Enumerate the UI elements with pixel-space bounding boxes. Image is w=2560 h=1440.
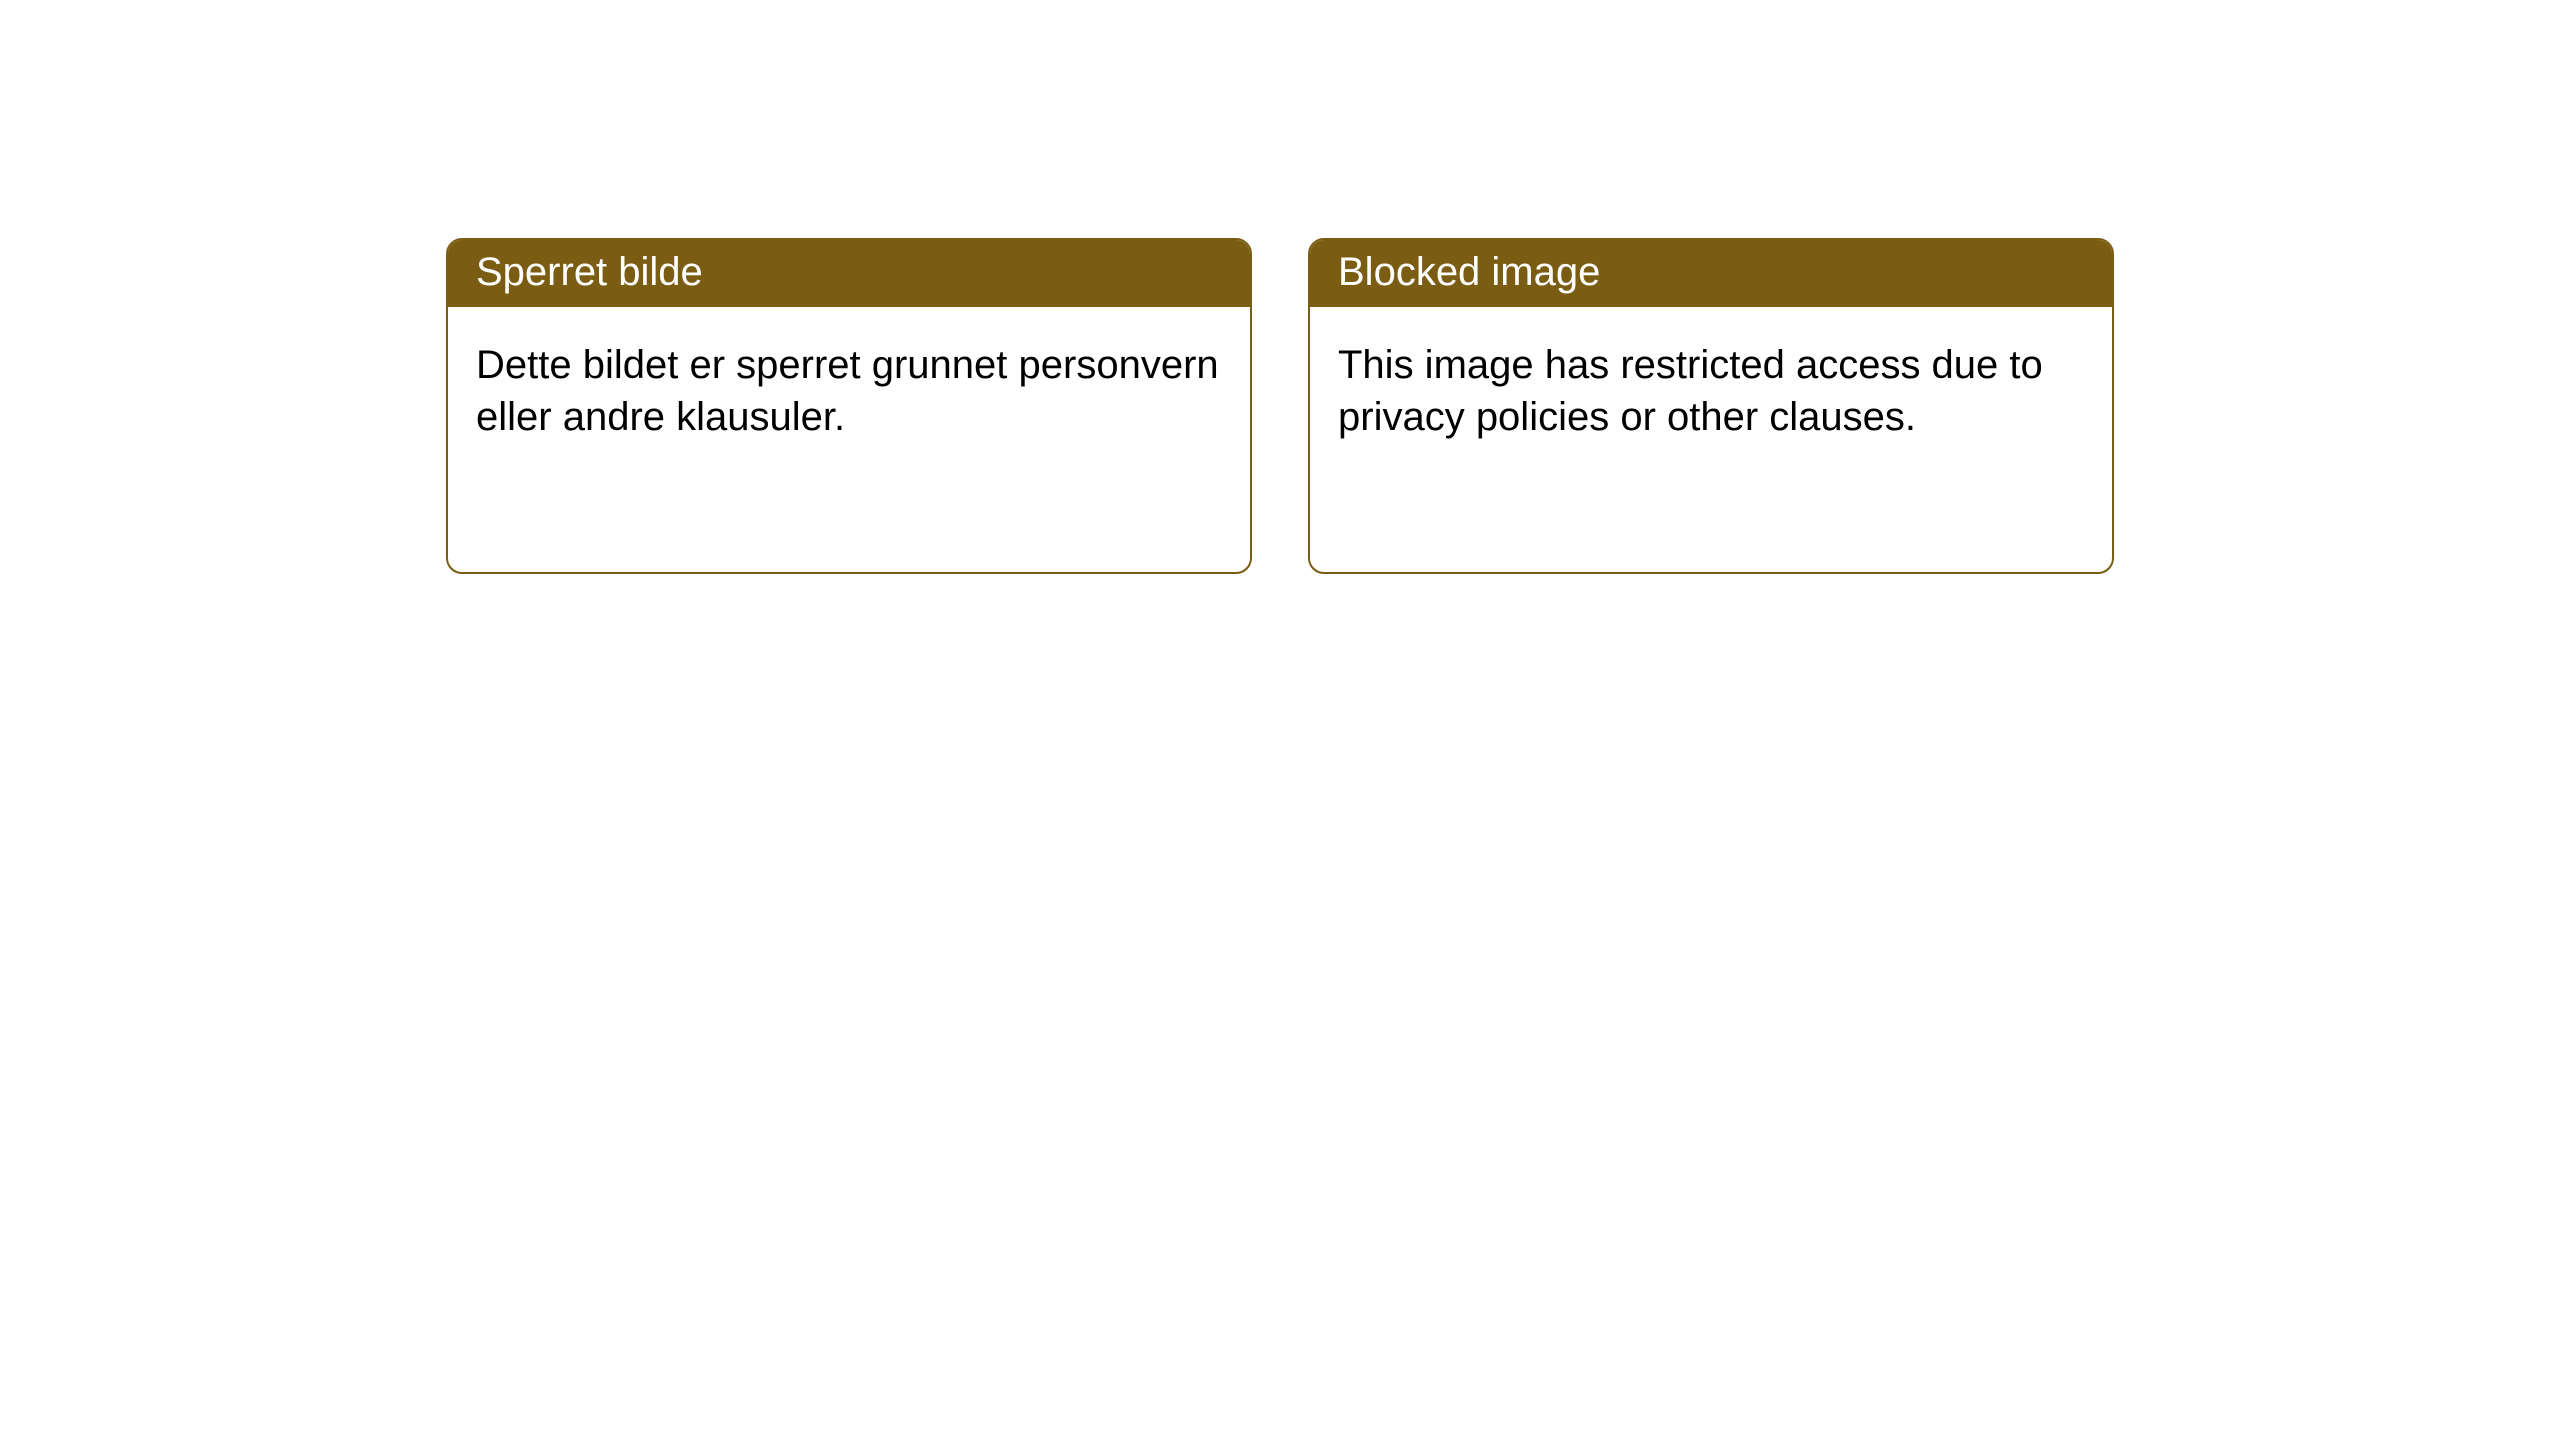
notice-card-norwegian: Sperret bilde Dette bildet er sperret gr… bbox=[446, 238, 1252, 574]
notice-card-english: Blocked image This image has restricted … bbox=[1308, 238, 2114, 574]
notice-body: This image has restricted access due to … bbox=[1310, 307, 2112, 475]
notice-body: Dette bildet er sperret grunnet personve… bbox=[448, 307, 1250, 475]
notice-container: Sperret bilde Dette bildet er sperret gr… bbox=[0, 0, 2560, 574]
notice-header: Blocked image bbox=[1310, 240, 2112, 307]
notice-header: Sperret bilde bbox=[448, 240, 1250, 307]
